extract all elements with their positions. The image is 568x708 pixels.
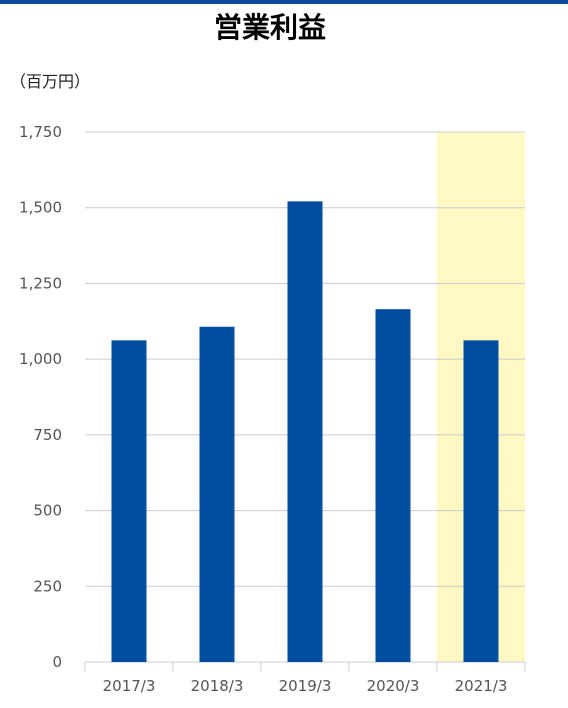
x-tick-label: 2021/3: [455, 677, 508, 695]
y-tick-label: 0: [52, 653, 62, 671]
y-tick-label: 750: [33, 426, 62, 444]
top-accent-rule: [0, 0, 568, 4]
y-tick-label: 1,500: [19, 199, 62, 217]
bar: [375, 309, 411, 662]
unit-label: （百万円）: [10, 72, 91, 91]
bar: [199, 326, 235, 662]
bar: [463, 340, 499, 662]
y-tick-label: 1,000: [19, 350, 62, 368]
y-tick-label: 1,250: [19, 274, 62, 292]
x-tick-label: 2018/3: [191, 677, 244, 695]
y-tick-label: 1,750: [19, 123, 62, 141]
y-tick-label: 250: [33, 577, 62, 595]
bar: [111, 340, 147, 662]
bar: [287, 201, 323, 662]
x-tick-label: 2020/3: [367, 677, 420, 695]
x-tick-label: 2019/3: [279, 677, 332, 695]
x-tick-label: 2017/3: [103, 677, 156, 695]
chart-title: 営業利益: [213, 11, 326, 44]
y-tick-label: 500: [33, 502, 62, 520]
